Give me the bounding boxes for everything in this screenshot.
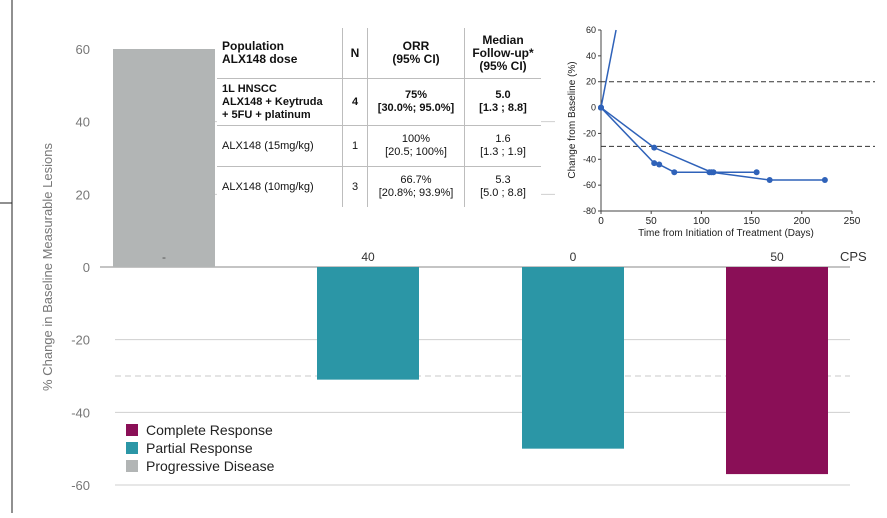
spider-y-tick-label: -20	[583, 128, 596, 138]
spider-point	[671, 169, 678, 176]
row-followup: 5.0 [1.3 ; 8.8]	[464, 78, 541, 126]
legend-swatch	[126, 442, 138, 454]
row-n: 4	[342, 78, 368, 126]
row-followup: 1.6 [1.3 ; 1.9]	[464, 125, 541, 167]
spider-y-tick-label: -40	[583, 154, 596, 164]
spider-point	[598, 104, 604, 111]
spider-point	[651, 160, 658, 167]
row-population: ALX148 (10mg/kg)	[217, 166, 343, 207]
y-tick-label: -40	[71, 405, 90, 420]
row-n: 3	[342, 166, 368, 207]
spider-point	[651, 144, 658, 151]
spider-y-tick-label: -80	[583, 206, 596, 216]
cps-axis-label: CPS	[840, 249, 867, 264]
spider-series-line	[600, 29, 617, 108]
row-orr: 66.7% [20.8%; 93.9%]	[367, 166, 465, 207]
spider-point	[753, 169, 760, 176]
spider-x-tick-label: 0	[598, 216, 604, 227]
row-orr: 75% [30.0%; 95.0%]	[367, 78, 465, 126]
y-tick-label: 0	[83, 260, 90, 275]
y-tick-label: -60	[71, 478, 90, 493]
bar-partial-response	[317, 267, 419, 380]
spider-y-tick-label: -60	[583, 180, 596, 190]
spider-y-tick-label: 60	[586, 25, 596, 35]
header-orr: ORR (95% CI)	[367, 28, 465, 79]
header-followup: Median Follow-up* (95% CI)	[464, 28, 541, 79]
table-row: 1L HNSCC ALX148 + Keytruda + 5FU + plati…	[217, 78, 541, 126]
spider-x-axis-label: Time from Initiation of Treatment (Days)	[638, 228, 814, 239]
cps-category-label: 40	[361, 250, 375, 264]
header-population: Population ALX148 dose	[217, 28, 343, 79]
spider-x-tick-label: 200	[793, 216, 810, 227]
y-tick-label: 40	[76, 115, 90, 130]
spider-point	[708, 169, 715, 176]
legend-swatch	[126, 460, 138, 472]
table-header-row: Population ALX148 dose N ORR (95% CI) Me…	[217, 28, 541, 79]
row-population: 1L HNSCC ALX148 + Keytruda + 5FU + plati…	[217, 78, 343, 126]
bar-progressive-disease	[113, 49, 215, 267]
legend-swatch	[126, 424, 138, 436]
spider-y-axis-label: Change from Baseline (%)	[567, 61, 578, 178]
y-tick-label: -20	[71, 333, 90, 348]
waterfall-y-axis-label: % Change in Baseline Measurable Lesions	[40, 143, 55, 391]
spider-point	[821, 176, 828, 183]
cps-category-label: 0	[570, 250, 577, 264]
y-tick-label: 20	[76, 187, 90, 202]
spider-x-tick-label: 100	[693, 216, 710, 227]
legend-label: Partial Response	[146, 440, 253, 456]
spider-x-tick-label: 250	[844, 216, 861, 227]
table-row: ALX148 (15mg/kg) 1 100% [20.5; 100%] 1.6…	[217, 125, 541, 167]
table-row: ALX148 (10mg/kg) 3 66.7% [20.8%; 93.9%] …	[217, 166, 541, 207]
spider-plot-background	[555, 16, 865, 240]
bar-partial-response	[522, 267, 624, 449]
legend-label: Progressive Disease	[146, 458, 275, 474]
spider-y-tick-label: 40	[586, 51, 596, 61]
spider-y-tick-label: 0	[591, 103, 596, 113]
header-n: N	[342, 28, 368, 79]
spider-point	[766, 176, 773, 183]
y-tick-label: 60	[76, 42, 90, 57]
row-followup: 5.3 [5.0 ; 8.8]	[480, 174, 526, 199]
bar-complete-response	[726, 267, 828, 475]
spider-x-tick-label: 150	[743, 216, 760, 227]
cps-category-label: -	[162, 250, 166, 264]
row-population: ALX148 (15mg/kg)	[217, 125, 343, 167]
spider-y-tick-label: 20	[586, 77, 596, 87]
cps-category-label: 50	[770, 250, 784, 264]
orr-summary-table: Population ALX148 dose N ORR (95% CI) Me…	[217, 28, 541, 207]
row-n: 1	[342, 125, 368, 167]
spider-point	[656, 161, 663, 168]
row-orr: 100% [20.5; 100%]	[367, 125, 465, 167]
legend-label: Complete Response	[146, 422, 273, 438]
spider-x-tick-label: 50	[646, 216, 658, 227]
